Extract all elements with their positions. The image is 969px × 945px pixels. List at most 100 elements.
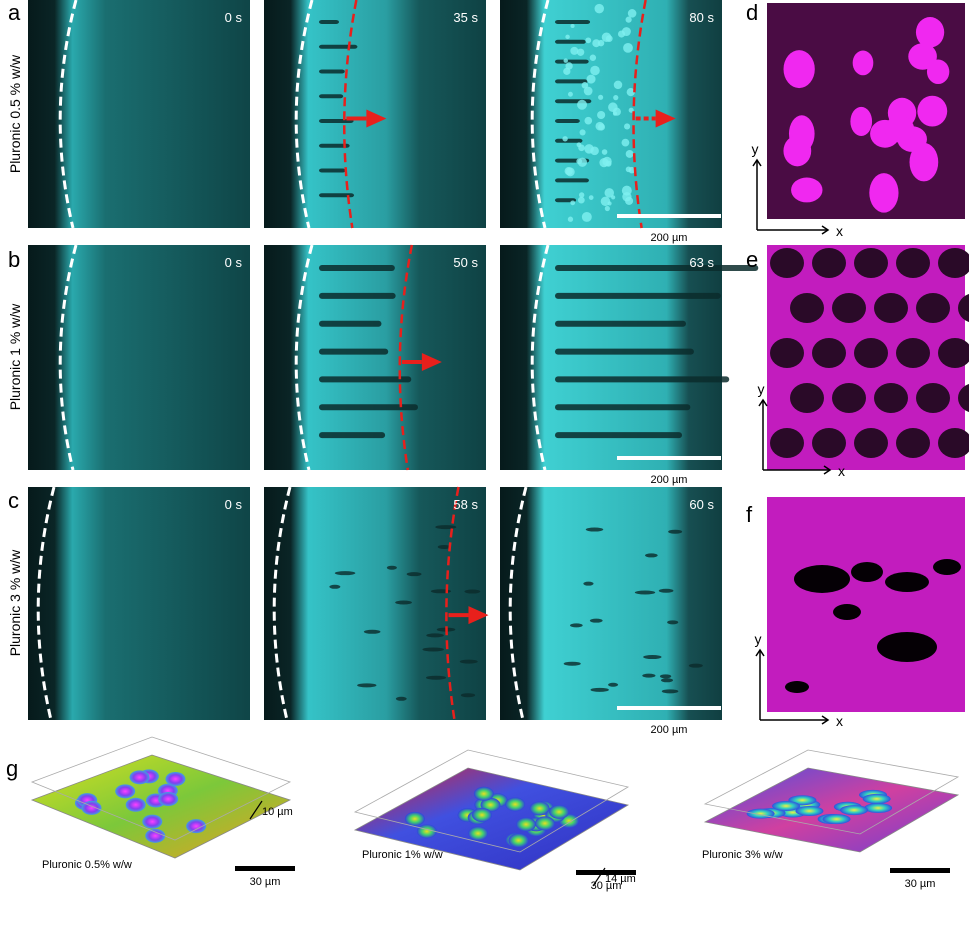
domain <box>784 50 815 88</box>
hole <box>832 293 866 323</box>
hole <box>877 632 937 662</box>
hole <box>874 383 908 413</box>
surface-feature <box>158 792 178 806</box>
finger <box>319 404 418 410</box>
scale-label: 200 µm <box>651 724 688 736</box>
surface-feature <box>165 772 185 786</box>
droplet <box>626 17 632 23</box>
surface-feature <box>474 787 494 801</box>
surface-feature <box>130 770 150 784</box>
defect <box>364 630 381 634</box>
time-label: 35 s <box>453 10 478 25</box>
droplet <box>605 188 615 198</box>
droplet <box>628 9 637 18</box>
panel-letter: b <box>8 247 20 272</box>
time-label: 0 s <box>225 10 243 25</box>
row-label: Pluronic 1 % w/w <box>7 303 23 410</box>
hole <box>770 428 804 458</box>
scale-label: 200 µm <box>651 232 688 244</box>
hole <box>785 681 809 693</box>
droplet <box>570 47 578 55</box>
finger <box>319 70 345 74</box>
surface-feature <box>405 812 425 826</box>
defect <box>395 601 412 605</box>
depth-label: 14 µm <box>605 873 636 885</box>
finger <box>319 94 343 98</box>
defect <box>668 530 682 534</box>
droplet <box>623 43 633 53</box>
render-3d <box>32 737 290 858</box>
time-label: 60 s <box>689 497 714 512</box>
panel-letter: e <box>746 247 758 272</box>
finger <box>555 60 589 64</box>
axis-label: x <box>838 463 845 479</box>
droplet <box>622 27 631 36</box>
hole <box>794 565 850 593</box>
micrograph-bg <box>28 487 250 720</box>
domain <box>910 143 939 182</box>
surface-feature <box>145 829 165 843</box>
droplet <box>622 139 630 147</box>
micrograph <box>500 487 722 720</box>
hole <box>916 383 950 413</box>
render-3d <box>705 750 958 852</box>
hole <box>851 562 883 582</box>
finger <box>555 293 721 299</box>
droplet <box>576 158 582 164</box>
defect <box>590 619 603 623</box>
droplet <box>590 66 600 76</box>
droplet <box>590 55 596 61</box>
finger <box>319 321 381 327</box>
surface-feature <box>505 797 525 811</box>
scale-label: 30 µm <box>250 876 281 888</box>
droplet <box>566 167 575 176</box>
defect <box>426 633 444 637</box>
hole <box>832 383 866 413</box>
time-label: 0 s <box>225 497 243 512</box>
finger <box>319 20 339 24</box>
droplet <box>597 111 605 119</box>
defect <box>435 525 456 529</box>
hole <box>854 338 888 368</box>
confocal-image <box>767 3 965 219</box>
finger <box>555 376 729 382</box>
defect <box>635 591 655 595</box>
surface-feature <box>516 817 536 831</box>
finger <box>319 349 388 355</box>
hole <box>874 293 908 323</box>
droplet <box>562 136 567 141</box>
time-label: 50 s <box>453 255 478 270</box>
surface-feature <box>549 805 569 819</box>
droplet <box>570 200 575 205</box>
droplet <box>580 129 586 135</box>
hole <box>812 338 846 368</box>
micrograph <box>28 487 250 720</box>
defect <box>426 676 446 680</box>
surface-feature <box>747 809 775 819</box>
defect <box>460 660 478 664</box>
droplet <box>564 58 568 62</box>
finger <box>319 376 411 382</box>
surface-feature <box>472 808 492 822</box>
hole <box>812 248 846 278</box>
domain <box>783 135 811 166</box>
surface-feature <box>863 794 891 804</box>
surface-feature <box>468 826 488 840</box>
surface-feature <box>509 833 529 847</box>
defect <box>662 689 679 693</box>
panel-letter: g <box>6 756 18 781</box>
droplet <box>579 192 584 197</box>
droplet <box>565 35 569 39</box>
finger <box>555 404 690 410</box>
figure: a b c d e f g Pluronic 0.5 % w/w Pluroni… <box>0 0 969 945</box>
hole <box>885 572 929 592</box>
droplet <box>585 37 591 43</box>
micrograph <box>264 487 488 720</box>
scale-bar <box>235 866 295 871</box>
render-label: Pluronic 0.5% w/w <box>42 859 132 871</box>
axis-label: y <box>758 381 765 397</box>
domain <box>853 51 874 76</box>
confocal-image <box>767 245 969 470</box>
hole <box>896 428 930 458</box>
surface-feature <box>795 806 823 816</box>
